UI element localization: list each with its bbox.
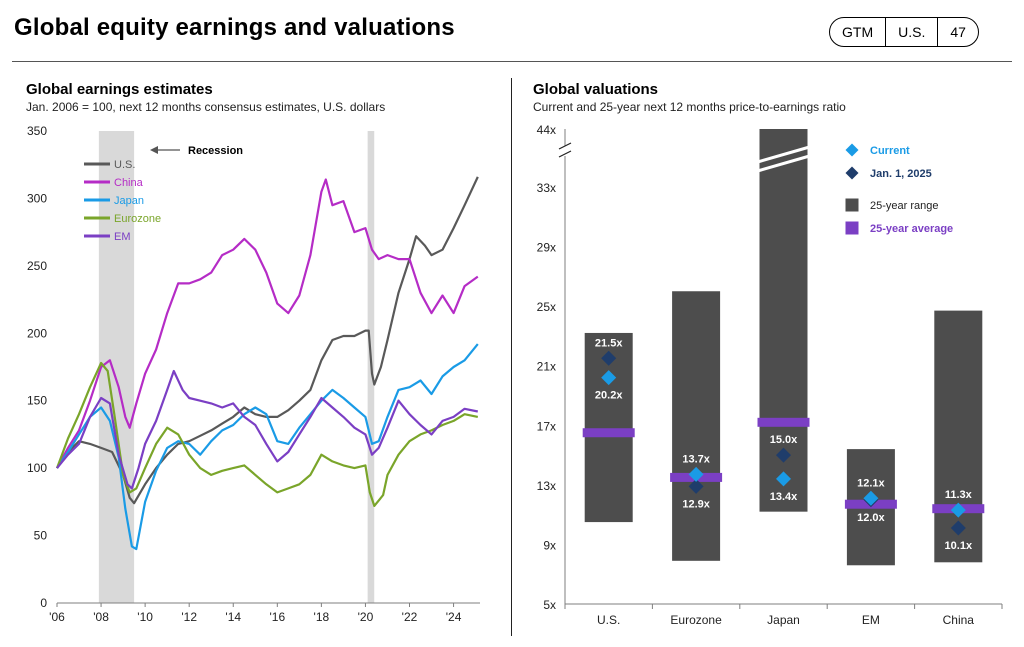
legend-swatch-current (845, 143, 859, 157)
earnings-chart-title: Global earnings estimates (26, 81, 213, 98)
legend-swatch-25-year-average (845, 221, 859, 235)
x-tick-label-9: '24 (446, 610, 462, 624)
category-label-eurozone: Eurozone (670, 613, 722, 627)
category-label-china: China (943, 613, 975, 627)
series-line-japan (56, 343, 479, 551)
y-tick-label-25x: 25x (537, 300, 556, 314)
series-line-china (56, 178, 479, 469)
legend-label-u-s: U.S. (114, 159, 135, 171)
axis-break-mark-1 (558, 142, 572, 150)
recession-label: Recession (188, 145, 243, 157)
current-marker-u-s (601, 370, 617, 386)
y-tick-label-17x: 17x (537, 419, 556, 433)
current-value-label-eurozone: 13.7x (682, 453, 710, 465)
y-tick-label-44x: 44x (537, 123, 556, 137)
legend-label-25-year-range: 25-year range (870, 200, 939, 212)
tag-gtm: GTM (842, 24, 874, 40)
jan-2025-value-label-u-s: 21.5x (595, 337, 623, 349)
category-label-japan: Japan (767, 613, 800, 627)
tag-page-number: 47 (937, 18, 978, 46)
legend-label-china: China (114, 177, 144, 189)
x-tick-label-5: '16 (269, 610, 285, 624)
y-tick-label-21x: 21x (537, 360, 556, 374)
current-marker-em (863, 490, 879, 506)
y-tick-label-50: 50 (34, 529, 48, 543)
jan-2025-marker-eurozone (688, 478, 704, 494)
x-tick-label-0: '06 (49, 610, 65, 624)
valuations-chart-title: Global valuations (533, 81, 659, 98)
page-title: Global equity earnings and valuations (14, 14, 455, 41)
x-tick-label-7: '20 (358, 610, 374, 624)
y-tick-label-300: 300 (27, 191, 47, 205)
x-tick-label-8: '22 (402, 610, 418, 624)
y-tick-label-13x: 13x (537, 479, 556, 493)
y-tick-label-33x: 33x (537, 181, 556, 195)
x-tick-label-4: '14 (225, 610, 241, 624)
legend-swatch-25-year-range (845, 198, 859, 212)
jan-2025-value-label-japan: 15.0x (770, 434, 798, 446)
x-tick-label-3: '12 (181, 610, 197, 624)
valuations-chart-subtitle: Current and 25-year next 12 months price… (533, 100, 846, 114)
jan-2025-value-label-eurozone: 12.9x (682, 498, 710, 510)
y-tick-label-0: 0 (40, 596, 47, 610)
series-line-eurozone (55, 361, 479, 507)
jan-2025-marker-china (950, 520, 966, 536)
series-line-u-s (56, 176, 479, 505)
y-tick-label-29x: 29x (537, 241, 556, 255)
category-label-u-s: U.S. (597, 613, 620, 627)
jan-2025-value-label-em: 12.0x (857, 512, 885, 524)
y-tick-label-150: 150 (27, 394, 47, 408)
jan-2025-marker-u-s (601, 350, 617, 366)
y-tick-label-100: 100 (27, 461, 47, 475)
x-tick-label-2: '10 (137, 610, 153, 624)
category-label-em: EM (862, 613, 880, 627)
current-marker-eurozone (688, 466, 704, 482)
jan-2025-value-label-china: 10.1x (945, 540, 973, 552)
current-value-label-japan: 13.4x (770, 491, 798, 503)
average-marker-japan (757, 417, 810, 427)
range-bar-china (934, 310, 983, 563)
series-line-em (56, 369, 479, 490)
x-tick-label-1: '08 (93, 610, 109, 624)
legend-label-current: Current (870, 145, 910, 157)
legend-swatch-jan-1-2025 (845, 166, 859, 180)
x-tick-label-6: '18 (314, 610, 330, 624)
bar-break-mark-2-japan (757, 154, 810, 173)
current-marker-china (950, 502, 966, 518)
y-tick-label-9x: 9x (543, 538, 556, 552)
bar-break-mark-1-japan (757, 145, 810, 164)
panel-divider (511, 78, 512, 636)
y-tick-label-200: 200 (27, 326, 47, 340)
current-value-label-china: 11.3x (945, 489, 973, 501)
legend-label-25-year-average: 25-year average (870, 223, 953, 235)
current-value-label-u-s: 20.2x (595, 390, 623, 402)
legend-label-japan: Japan (114, 195, 144, 207)
current-marker-japan (776, 471, 791, 487)
current-value-label-em: 12.1x (857, 477, 885, 489)
range-bar-eurozone (672, 291, 721, 561)
header-rule (12, 61, 1012, 63)
y-tick-label-350: 350 (27, 124, 47, 138)
jan-2025-marker-japan (776, 447, 791, 463)
y-tick-label-250: 250 (27, 259, 47, 273)
earnings-chart-subtitle: Jan. 2006 = 100, next 12 months consensu… (26, 100, 386, 114)
average-marker-u-s (582, 428, 635, 438)
slide-tag-group: GTM U.S. 47 (829, 17, 979, 47)
recession-arrow-head (150, 146, 158, 154)
tag-region: U.S. (885, 18, 937, 46)
y-tick-label-5x: 5x (543, 598, 556, 612)
legend-label-jan-1-2025: Jan. 1, 2025 (870, 168, 932, 180)
legend-label-eurozone: Eurozone (114, 213, 161, 225)
axis-break-mark-2 (558, 150, 572, 158)
legend-label-em: EM (114, 231, 131, 243)
